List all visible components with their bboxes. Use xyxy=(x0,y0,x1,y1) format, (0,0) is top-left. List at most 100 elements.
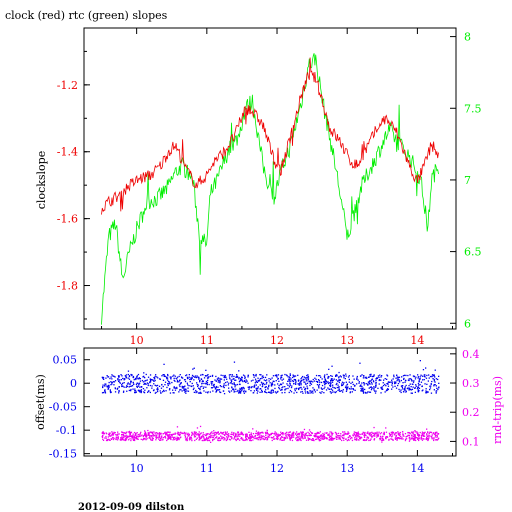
rnd-trip-point xyxy=(212,439,214,441)
offset-point xyxy=(426,374,428,377)
offset-point xyxy=(417,391,420,393)
offset-point xyxy=(187,387,189,389)
offset-point xyxy=(353,378,355,380)
offset-point xyxy=(224,375,226,377)
rnd-trip-point xyxy=(405,438,408,440)
rnd-trip-point xyxy=(298,432,300,434)
rnd-trip-point xyxy=(164,431,166,433)
rnd-trip-point xyxy=(113,433,115,435)
offset-point xyxy=(147,383,149,385)
rnd-trip-point xyxy=(342,431,344,433)
offset-point xyxy=(281,387,283,389)
offset-point xyxy=(110,381,112,383)
rnd-trip-point xyxy=(428,434,430,436)
rnd-trip-point xyxy=(382,435,384,438)
rnd-trip-point xyxy=(108,434,111,436)
offset-point xyxy=(402,388,404,390)
offset-point xyxy=(424,376,426,378)
rnd-trip-point xyxy=(108,434,110,436)
rnd-trip-point xyxy=(359,433,361,436)
rnd-trip-point xyxy=(281,436,283,438)
offset-point xyxy=(435,392,437,394)
offset-point xyxy=(335,375,337,377)
offset-point xyxy=(373,374,375,376)
rnd-trip-point xyxy=(341,436,343,438)
rnd-trip-point xyxy=(391,436,393,438)
offset-point xyxy=(331,381,334,383)
rnd-trip-point xyxy=(133,431,136,434)
offset-point xyxy=(130,385,133,387)
offset-point xyxy=(417,376,420,378)
offset-point xyxy=(417,382,420,385)
offset-point xyxy=(418,380,420,383)
rnd-trip-point xyxy=(132,437,135,439)
rnd-trip-point xyxy=(265,433,267,435)
rnd-trip-point xyxy=(291,439,294,442)
offset-point xyxy=(292,380,295,383)
offset-point xyxy=(422,369,425,371)
rnd-trip-point xyxy=(340,435,342,437)
rnd-trip-point xyxy=(205,438,207,440)
rnd-trip-point xyxy=(348,436,350,438)
offset-point xyxy=(296,391,298,394)
offset-point xyxy=(380,392,382,394)
offset-point xyxy=(102,377,104,380)
offset-point xyxy=(324,378,326,380)
offset-point xyxy=(370,389,373,391)
rnd-trip-point xyxy=(380,432,383,434)
rnd-trip-point xyxy=(178,438,180,440)
offset-point xyxy=(310,392,312,394)
offset-point xyxy=(384,378,386,380)
rnd-trip-point xyxy=(138,435,140,437)
offset-point xyxy=(227,384,229,386)
offset-point xyxy=(318,387,320,389)
rnd-trip-point xyxy=(367,431,369,433)
rnd-trip-point xyxy=(103,432,105,434)
rnd-trip-point xyxy=(426,428,428,430)
offset-point xyxy=(198,387,200,389)
rnd-trip-point xyxy=(225,436,228,438)
offset-point xyxy=(235,388,237,390)
rnd-trip-point xyxy=(381,441,383,443)
offset-point xyxy=(176,376,179,378)
rnd-trip-point xyxy=(290,436,292,438)
offset-point xyxy=(253,376,255,378)
rnd-trip-point xyxy=(150,438,152,440)
offset-point xyxy=(208,376,210,378)
offset-point xyxy=(359,375,362,377)
offset-point xyxy=(382,388,384,390)
rnd-trip-point xyxy=(153,431,155,433)
rnd-trip-point xyxy=(224,434,226,436)
offset-point xyxy=(131,385,134,387)
offset-point xyxy=(154,377,156,379)
rnd-trip-point xyxy=(254,437,256,440)
rnd-trip-point xyxy=(430,435,432,438)
offset-point xyxy=(342,391,344,393)
offset-point xyxy=(268,385,270,388)
rnd-trip-point xyxy=(160,436,163,438)
rnd-trip-point xyxy=(143,433,146,435)
rnd-trip-point xyxy=(297,437,299,439)
rnd-trip-point xyxy=(151,433,154,435)
offset-point xyxy=(136,375,138,377)
offset-point xyxy=(408,385,410,387)
rnd-trip-point xyxy=(178,433,180,435)
rnd-trip-point xyxy=(279,439,281,441)
rnd-trip-point xyxy=(144,434,146,436)
offset-point xyxy=(250,390,252,392)
offset-point xyxy=(308,392,310,394)
rnd-trip-point xyxy=(413,439,415,441)
offset-point xyxy=(332,386,334,388)
rnd-trip-point xyxy=(383,439,385,441)
offset-point xyxy=(113,381,116,383)
bottom-y-right-tick-label-0: 0.4 xyxy=(462,348,480,361)
rnd-trip-point xyxy=(347,433,349,435)
offset-point xyxy=(242,380,244,383)
offset-point xyxy=(301,390,303,393)
offset-point xyxy=(329,391,331,393)
rnd-trip-point xyxy=(129,438,131,440)
offset-point xyxy=(233,361,236,363)
offset-point xyxy=(271,383,273,385)
offset-point xyxy=(435,390,437,392)
offset-point xyxy=(229,374,231,376)
